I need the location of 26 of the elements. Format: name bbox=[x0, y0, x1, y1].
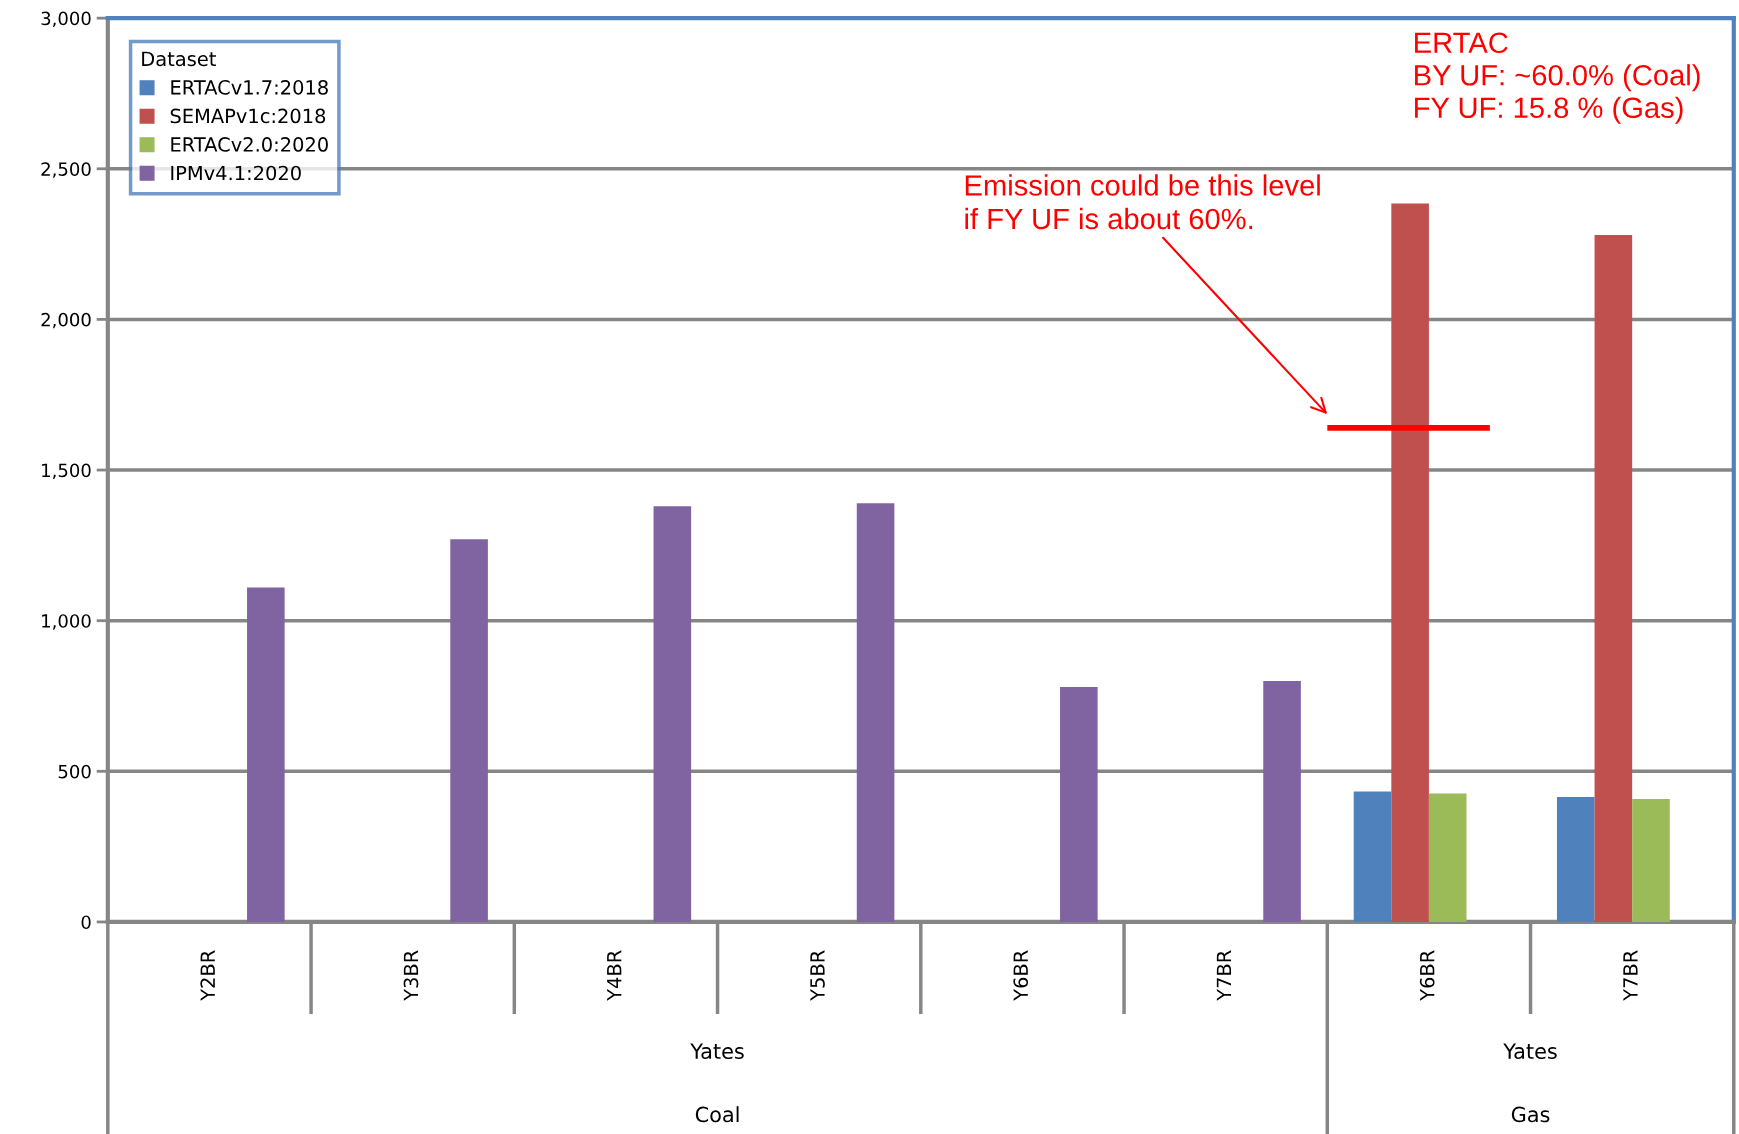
legend-label: IPMv4.1:2020 bbox=[171, 165, 301, 181]
y-tick-label: 500 bbox=[58, 764, 91, 779]
text: Coal bbox=[695, 1106, 739, 1123]
y-tick-label: 2,000 bbox=[41, 312, 91, 329]
legend-label: ERTACv1.7:2018 bbox=[171, 80, 328, 95]
annotation: ERTAC BY UF: ~60.0% (Coal) FY UF: 15.8 % (Gas) bbox=[1415, 32, 1700, 124]
x-tick-label: Y6BR bbox=[1419, 950, 1435, 1001]
x-tick-label: Y5BR bbox=[810, 950, 825, 1001]
text: Yates bbox=[690, 1043, 744, 1060]
y-tick-label: 3,000 bbox=[41, 11, 91, 28]
x-tick-label: Y7BR bbox=[1623, 950, 1638, 1001]
x-tick-label: Y4BR bbox=[607, 950, 622, 1001]
y-tick-label: 2,500 bbox=[41, 162, 91, 178]
legend-label: ERTACv2.0:2020 bbox=[171, 137, 328, 152]
x-tick-label: Y2BR bbox=[200, 950, 215, 1001]
x-tick-label: Y6BR bbox=[1013, 950, 1029, 1001]
y-tick-label: 1,000 bbox=[42, 614, 91, 630]
y-tick-label: 1,500 bbox=[42, 463, 91, 479]
text: Gas bbox=[1511, 1106, 1550, 1123]
legend-title: Dataset bbox=[142, 51, 216, 67]
legend-label: SEMAPv1c:2018 bbox=[170, 108, 326, 124]
x-tick-label: Y3BR bbox=[403, 950, 419, 1001]
x-tick-label: Y7BR bbox=[1216, 950, 1232, 1001]
text: Yates bbox=[1503, 1043, 1557, 1060]
y-tick-label: 0 bbox=[81, 915, 91, 930]
ref-line-label: Emission could be this level if FY UF is about 60%. bbox=[965, 174, 1320, 230]
